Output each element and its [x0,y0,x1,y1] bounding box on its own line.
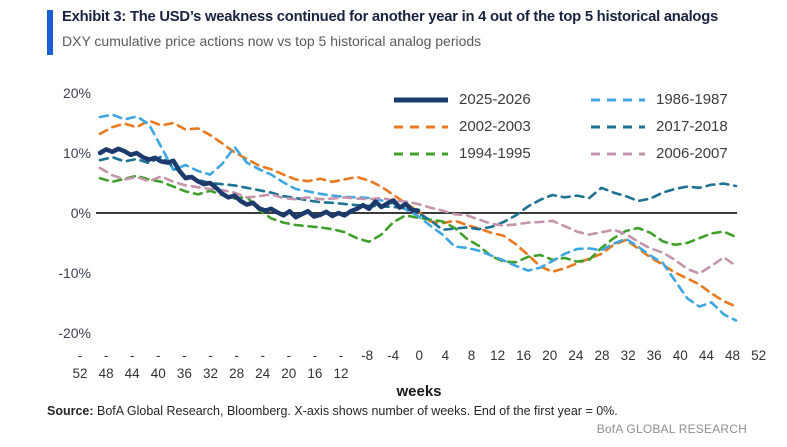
x-tick-label: 52 [72,366,87,381]
x-tick-label: 36 [647,348,662,363]
x-tick-label: 52 [751,348,766,363]
legend-item: 2025-2026 [392,86,589,113]
x-tick-label: 12 [490,348,505,363]
x-tick-label: 40 [151,366,166,381]
series-line-2006-2007 [98,166,738,275]
legend-label: 1986-1987 [656,91,728,108]
x-tick-label: - [130,348,135,363]
brand-mark: BofA GLOBAL RESEARCH [596,422,747,436]
x-tick-label: 20 [281,366,296,381]
exhibit-accent-bar [47,10,53,55]
x-tick-label: - [156,348,161,363]
x-tick-label: -8 [361,348,373,363]
legend-item: 1994-1995 [392,140,589,167]
source-label: Source: [47,404,94,418]
y-tick-label: -20% [58,325,91,341]
legend-item: 1986-1987 [589,86,728,113]
x-tick-label: 4 [442,348,450,363]
legend-swatch-dashed [394,152,448,155]
x-tick-label: - [78,348,83,363]
x-tick-label: 44 [125,366,141,381]
x-tick-label: - [339,348,344,363]
x-tick-label: 20 [542,348,557,363]
x-tick-label: 28 [229,366,244,381]
legend-swatch-dashed [394,125,448,128]
x-tick-label: 36 [177,366,192,381]
legend: 2025-2026 2002-2003 1994-1995 1986-1987 … [392,86,728,167]
x-axis-title: weeks [395,383,441,400]
x-tick-label: - [313,348,318,363]
x-tick-label: 24 [568,348,584,363]
legend-item: 2017-2018 [589,113,728,140]
legend-swatch-dashed [591,98,645,101]
y-tick-label: -10% [58,265,91,281]
exhibit-title: Exhibit 3: The USD’s weakness continued … [62,9,718,25]
x-tick-label: - [104,348,109,363]
x-tick-label: 32 [203,366,218,381]
x-tick-label: 16 [516,348,531,363]
x-tick-label: 40 [673,348,688,363]
x-tick-label: 8 [468,348,476,363]
x-tick-label: - [287,348,292,363]
x-tick-label: 48 [99,366,114,381]
series-line-2025-2026 [97,146,421,220]
x-tick-label: - [234,348,239,363]
series-line-1986-1987 [98,113,738,322]
y-tick-label: 10% [63,145,91,161]
legend-label: 2006-2007 [656,145,728,162]
source-text: BofA Global Research, Bloomberg. X-axis … [93,404,618,418]
series-line-1994-1995 [98,174,738,264]
legend-label: 2002-2003 [459,118,531,135]
x-tick-label: 44 [699,348,715,363]
x-tick-label: 0 [416,348,424,363]
x-tick-label: -4 [387,348,399,363]
y-tick-label: 0% [71,205,91,221]
legend-item: 2002-2003 [392,113,589,140]
legend-item: 2006-2007 [589,140,728,167]
y-tick-label: 20% [63,85,91,101]
x-tick-label: 28 [594,348,609,363]
x-tick-label: - [208,348,213,363]
exhibit-subtitle: DXY cumulative price actions now vs top … [62,33,482,49]
legend-label: 1994-1995 [459,145,531,162]
x-tick-label: 24 [255,366,271,381]
legend-label: 2025-2026 [459,91,531,108]
x-tick-label: 48 [725,348,740,363]
x-tick-label: - [260,348,265,363]
x-tick-label: 32 [621,348,636,363]
x-tick-label: 16 [307,366,322,381]
legend-swatch-dashed [591,125,645,128]
x-tick-label: - [182,348,187,363]
x-tick-label: 12 [333,366,348,381]
legend-swatch-solid [394,97,448,102]
source-note: Source: BofA Global Research, Bloomberg.… [47,404,618,418]
legend-swatch-dashed [591,152,645,155]
legend-label: 2017-2018 [656,118,728,135]
